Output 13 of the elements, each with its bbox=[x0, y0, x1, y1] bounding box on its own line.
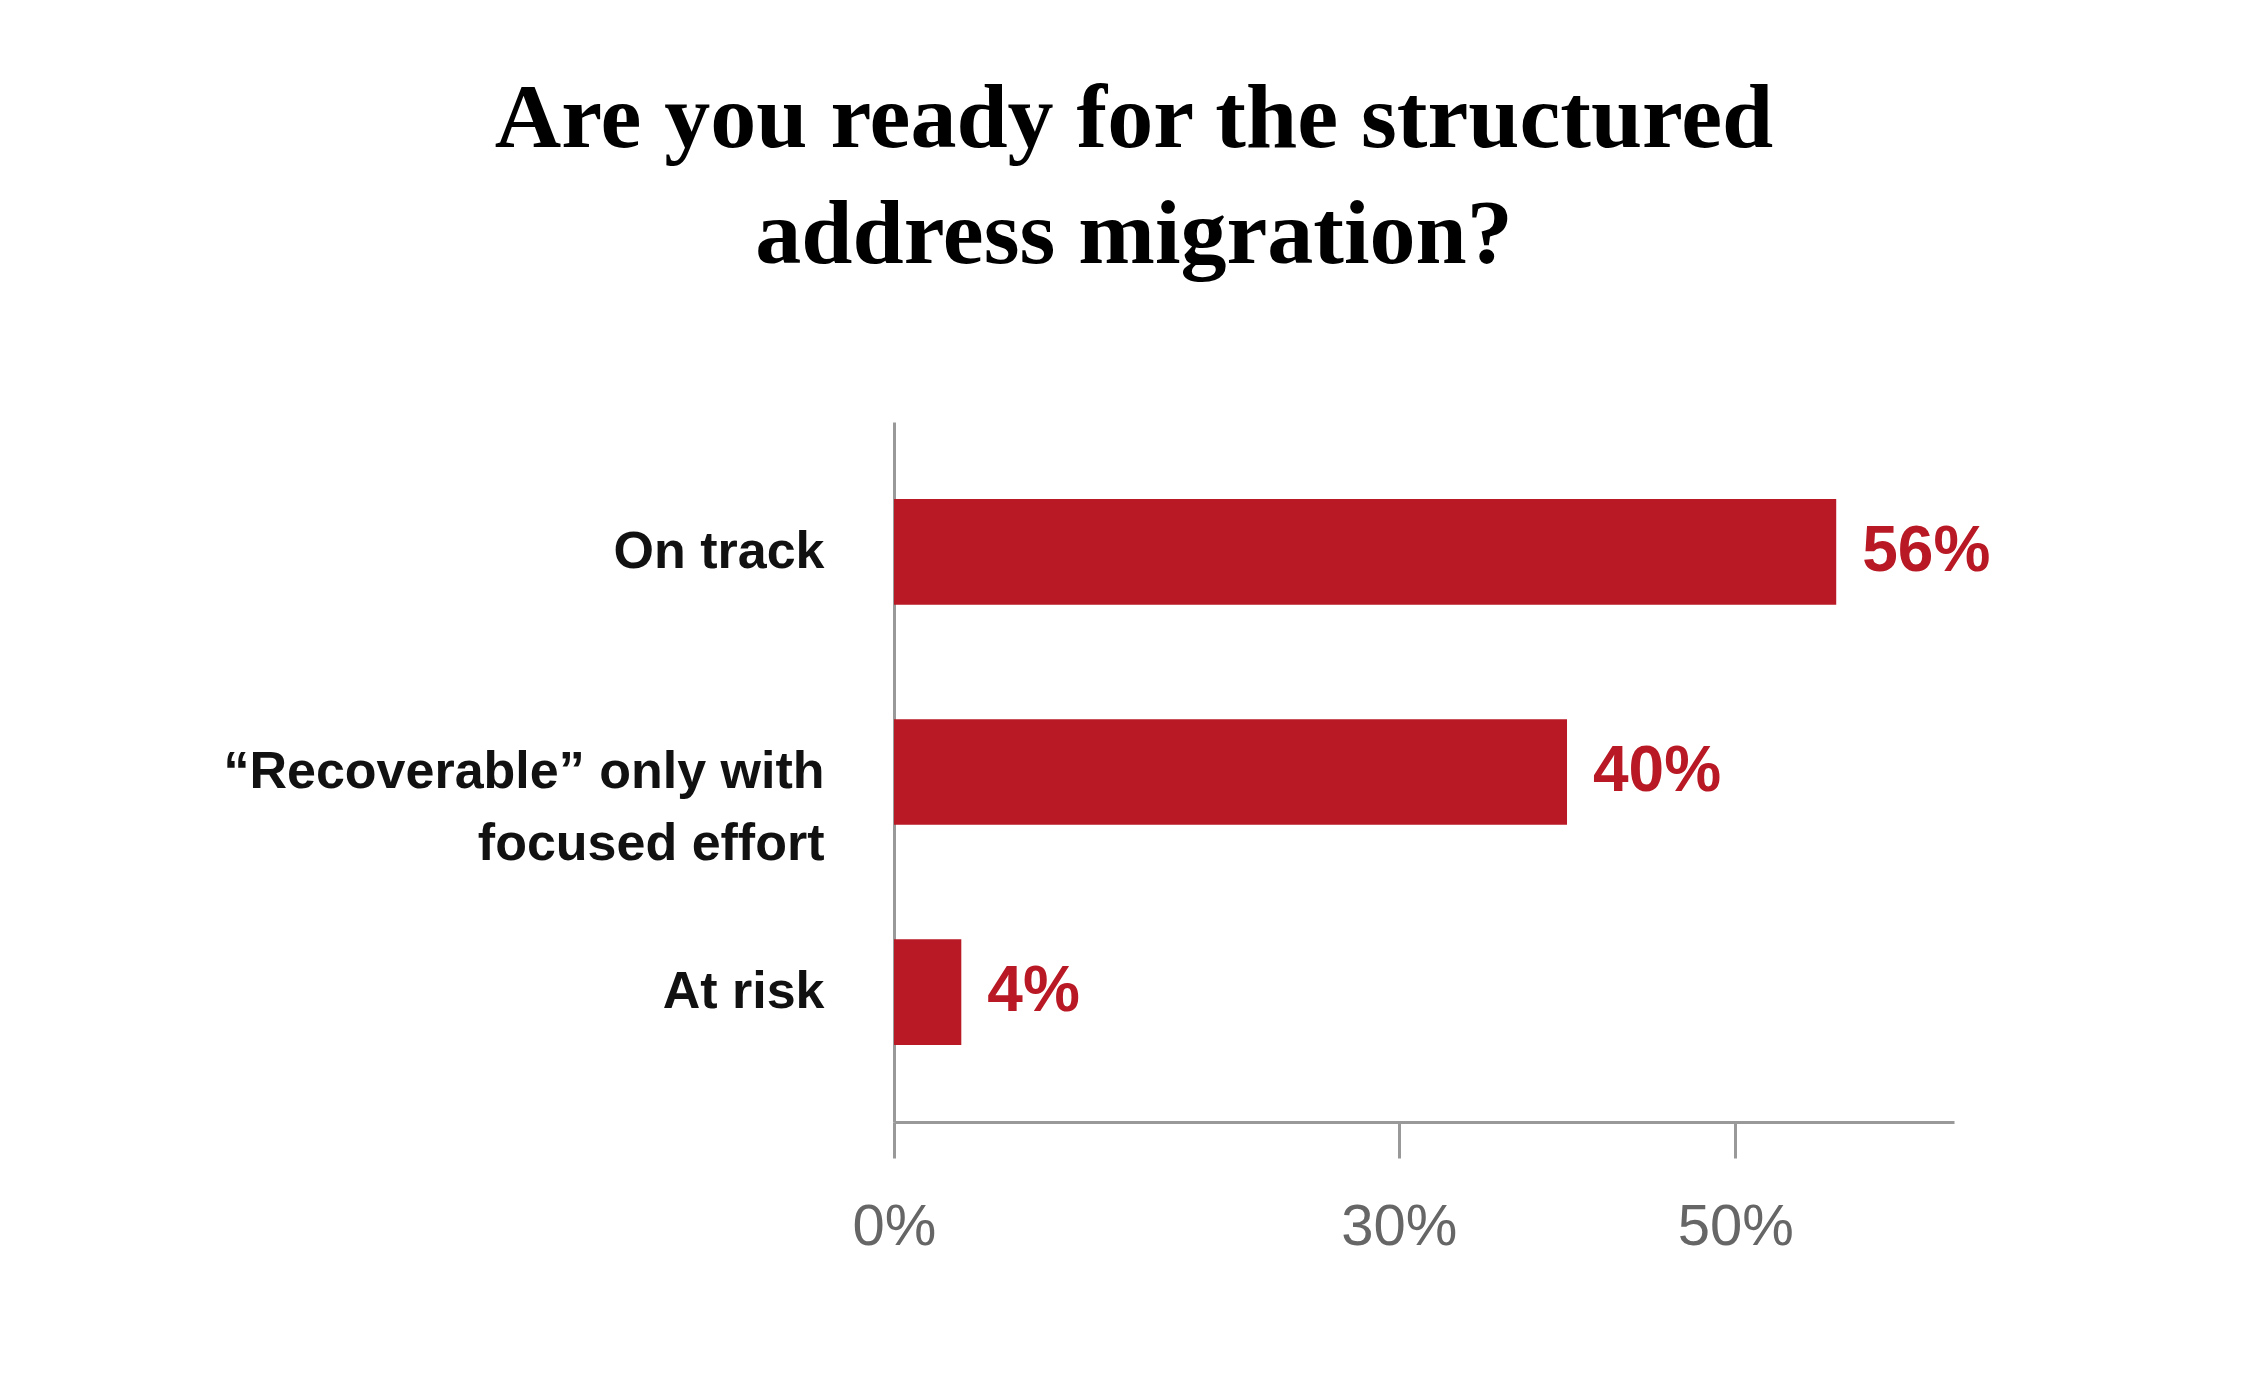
x-tick-label: 50% bbox=[1677, 1191, 1794, 1257]
data-label: 56% bbox=[1862, 512, 1991, 585]
bar bbox=[894, 499, 1837, 605]
y-tick-label: On track bbox=[613, 520, 825, 579]
y-tick-label: At risk bbox=[662, 961, 825, 1020]
x-tick-label: 30% bbox=[1341, 1191, 1458, 1257]
bar bbox=[894, 719, 1568, 825]
bar bbox=[894, 939, 962, 1045]
y-tick-label: “Recoverable” only with focused effort bbox=[223, 741, 825, 871]
x-tick-label: 0% bbox=[852, 1191, 937, 1257]
data-label: 4% bbox=[987, 953, 1080, 1026]
data-label: 40% bbox=[1593, 733, 1722, 805]
chart-title: Are you ready for the structured address migration? bbox=[494, 65, 1774, 283]
